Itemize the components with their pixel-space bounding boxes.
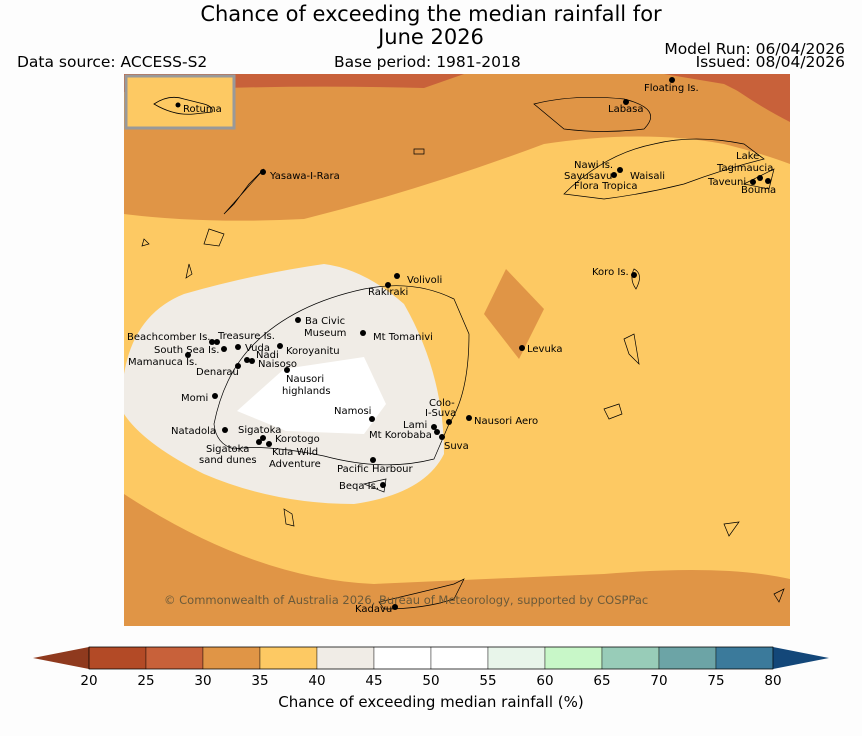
label-labasa: Labasa [608,104,644,115]
zone-25-30 [124,74,790,119]
label-nawi: Nawi Is. [574,160,613,171]
label-yasawa: Yasawa-I-Rara [269,171,340,182]
title-line-2: June 2026 [378,25,484,49]
label-lami: Lami [403,420,427,431]
zone-25-30-right [714,74,790,122]
label-treasure: Treasure Is. [217,331,275,342]
label-naisoso: Naisoso [258,359,297,370]
rainfall-map: Rotuma [124,74,790,626]
colorbar-tick-label: 20 [80,673,97,689]
colorbar-swatch [487,646,546,670]
label-natadola: Natadola [171,426,216,437]
colorbar-tick-label: 50 [422,673,439,689]
colorbar-swatch [430,646,489,670]
rotuma-inset [124,74,236,130]
rotuma-label: Rotuma [183,104,222,115]
colorbar-low-arrow [33,647,89,669]
label-beqa: Beqa Is. [339,481,379,492]
label-nadi: Nadi [256,350,279,361]
colorbar-swatch [259,646,318,670]
label-vuda: Vuda [245,343,270,354]
title-line-1: Chance of exceeding the median rainfall … [200,2,662,26]
coastlines [141,97,785,610]
label-kula-wild: Kula Wild [272,447,318,458]
label-lake: Lake [736,151,759,162]
label-savusavu: Savusavu [564,171,612,182]
zone-45-55 [237,357,386,434]
label-colo-2: I-Suva [425,408,456,419]
label-nausori-highlands-2: highlands [282,386,331,397]
colorbar-swatch [658,646,717,670]
colorbar-swatch [145,646,204,670]
colorbar-tick-label: 75 [707,673,724,689]
label-kadavu: Kadavu [355,604,392,615]
label-sigatoka-dunes-2: sand dunes [199,455,257,466]
colorbar-tick-label: 40 [308,673,325,689]
label-mamanuca: Mamanuca Is. [128,357,197,368]
copyright: © Commonwealth of Australia 2026, Bureau… [164,593,648,607]
label-pacific-harbour: Pacific Harbour [337,464,414,475]
label-momi: Momi [181,393,208,404]
label-museum: Museum [304,328,346,339]
label-sigatoka-dunes-1: Sigatoka [206,444,249,455]
rotuma-marker [175,102,181,108]
colorbar-tick-label: 35 [251,673,268,689]
label-nausori-aero: Nausori Aero [474,416,538,427]
colorbar-swatch [88,646,147,670]
colorbar-swatch [202,646,261,670]
model-run: Model Run: 06/04/2026 [664,40,845,58]
label-volivoli: Volivoli [407,275,442,286]
colorbar-tick-label: 25 [137,673,154,689]
colorbar-tick-label: 65 [593,673,610,689]
label-levuka: Levuka [527,344,563,355]
label-suva: Suva [444,441,469,452]
colorbar-swatch [544,646,603,670]
label-flora-tropica: Flora Tropica [574,181,637,192]
label-koroyanitu: Koroyanitu [286,346,340,357]
colorbar-tick-label: 70 [650,673,667,689]
base-period: Base period: 1981-2018 [334,53,521,71]
zone-30-35-levuka [484,269,544,359]
label-nausori-highlands-1: Nausori [286,374,324,385]
rotuma-coast [153,96,213,115]
label-south-sea: South Sea Is. [154,345,219,356]
issued-date: Issued: 08/04/2026 [695,53,845,71]
label-floating-is: Floating Is. [644,83,699,94]
label-koro-is: Koro Is. [592,267,629,278]
data-source: Data source: ACCESS-S2 [17,53,208,71]
colorbar-swatch [316,646,375,670]
colorbar-tick-label: 45 [365,673,382,689]
label-colo-1: Colo- [429,398,455,409]
label-tagimaucia: Tagimaucia [716,163,773,174]
colorbar-tick-label: 55 [479,673,496,689]
colorbar-swatch [715,646,774,670]
label-adventure: Adventure [269,459,321,470]
label-waisali: Waisali [630,171,665,182]
colorbar-swatch [601,646,660,670]
colorbar-swatch [373,646,432,670]
place-labels: Floating Is. Labasa Yasawa-I-Rara Nawi I… [127,83,776,615]
colorbar-label: Chance of exceeding median rainfall (%) [278,693,583,711]
place-markers [185,77,771,610]
label-beachcomber: Beachcomber Is. [127,332,210,343]
colorbar-frame [88,646,774,670]
label-mt-korobaba: Mt Korobaba [369,430,432,441]
label-taveuni: Taveuni [707,177,746,188]
label-rakiraki: Rakiraki [368,287,408,298]
label-ba-civic: Ba Civic [305,316,345,327]
colorbar-tick-label: 60 [536,673,553,689]
label-mt-tomanivi: Mt Tomanivi [373,332,433,343]
colorbar-tick-label: 80 [764,673,781,689]
label-bouma: Bouma [741,185,776,196]
colorbar-tick-label: 30 [194,673,211,689]
label-korotogo: Korotogo [275,434,320,445]
label-namosi: Namosi [334,406,371,417]
colorbar-high-arrow [773,647,829,669]
label-sigatoka: Sigatoka [238,425,281,436]
label-denarau: Denarau [196,367,239,378]
colorbar: 20 25 30 35 40 45 50 55 60 65 70 75 80 Chance of exc… [33,646,829,711]
